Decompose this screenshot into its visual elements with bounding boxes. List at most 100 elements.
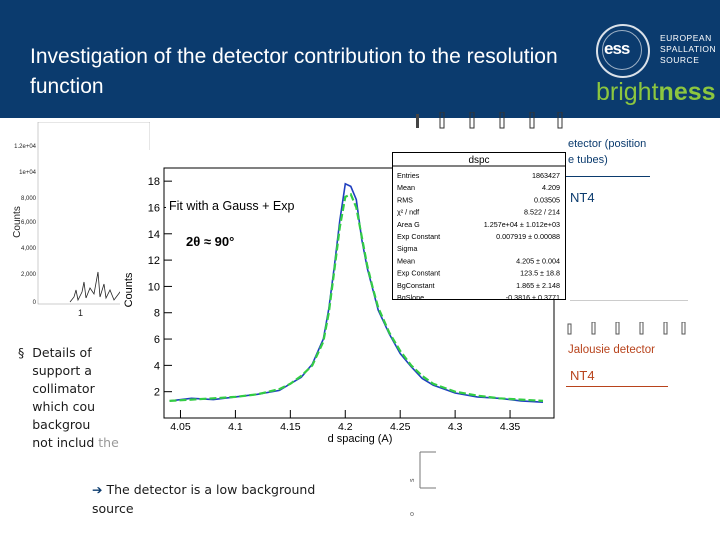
back-plot-trace bbox=[69, 271, 129, 303]
stats-value: 1863427 bbox=[532, 171, 560, 180]
right-label-ant4-mid: NT4 bbox=[570, 368, 595, 383]
stats-key: Exp Constant bbox=[397, 232, 440, 241]
conclusion-line-2: source bbox=[92, 501, 134, 516]
ess-logo-text: ess bbox=[604, 39, 630, 58]
right-caption-top: etector (position e tubes) bbox=[568, 136, 646, 168]
fit-statistics-box: dspc Entries 1863427 Mean 4.209 RMS 0.03505 χ²… bbox=[392, 152, 566, 300]
tube-mark bbox=[529, 112, 535, 129]
x-tick-label: 4.35 bbox=[500, 421, 521, 433]
stats-key: BgSlope bbox=[397, 293, 424, 300]
back-plot-ylabel: Counts bbox=[12, 206, 23, 238]
back-plot-ytick: 6,000 bbox=[21, 220, 37, 226]
fit-annotation-bg bbox=[166, 192, 320, 218]
x-axis-label: d spacing (A) bbox=[328, 433, 393, 445]
back-plot-ytick: 8,000 bbox=[21, 196, 37, 202]
tube-mark bbox=[557, 112, 563, 129]
stats-value: 123.5 ± 18.8 bbox=[520, 269, 560, 278]
tube-mark bbox=[663, 322, 668, 335]
back-plot-ytick: 4,000 bbox=[21, 246, 37, 252]
tube-mark bbox=[469, 112, 475, 129]
stats-key: Entries bbox=[397, 171, 420, 180]
org-name: EUROPEAN SPALLATION SOURCE bbox=[660, 33, 716, 66]
y-tick-label: 18 bbox=[148, 176, 160, 188]
bullet-marker: § bbox=[18, 345, 25, 360]
brightness-logo: brightness bbox=[596, 78, 716, 107]
stats-rows: Entries 1863427 Mean 4.209 RMS 0.03505 χ² / nd… bbox=[397, 171, 560, 300]
x-tick-label: 4.3 bbox=[448, 421, 463, 433]
right-label-ant4-top: NT4 bbox=[570, 190, 595, 205]
x-tick-label: 4.05 bbox=[170, 421, 191, 433]
bullet-line: collimator bbox=[32, 381, 95, 396]
bullet-line: which cou bbox=[32, 399, 96, 414]
scale-glyph: s bbox=[409, 478, 416, 482]
conclusion-line: ➔ The detector is a low background bbox=[92, 480, 362, 499]
x-tick-label: 4.1 bbox=[228, 421, 243, 433]
x-tick-label: 4.25 bbox=[390, 421, 411, 433]
tube-mark bbox=[639, 322, 644, 335]
slide-title: Investigation of the detector contributi… bbox=[30, 45, 558, 98]
conclusion-line-1: The detector is a low background bbox=[106, 482, 316, 497]
org-line: SPALLATION bbox=[660, 44, 717, 54]
series-fit-line bbox=[169, 192, 544, 402]
arrow-icon: ➔ bbox=[92, 482, 103, 497]
bullet-line-head: not includ bbox=[32, 435, 95, 450]
org-line: EUROPEAN bbox=[660, 33, 712, 43]
right-caption-top-line: etector (position bbox=[568, 138, 647, 150]
tube-marks-top bbox=[416, 112, 563, 129]
stats-value: -0.3816 ± 0.3771 bbox=[506, 293, 560, 300]
y-tick-label: 14 bbox=[148, 229, 160, 241]
fit-annotation: Fit with a Gauss + Exp bbox=[169, 199, 294, 213]
ess-logo-inner-ring bbox=[602, 30, 642, 70]
y-tick-label: 10 bbox=[148, 281, 160, 293]
stats-value: 4.209 bbox=[542, 183, 560, 192]
stats-key: RMS bbox=[397, 195, 413, 204]
stats-key: χ² / ndf bbox=[397, 208, 419, 217]
scale-glyph: o bbox=[409, 512, 416, 516]
x-tick-label: 4.2 bbox=[338, 421, 353, 433]
y-tick-label: 6 bbox=[154, 334, 160, 346]
tube-mark bbox=[499, 112, 505, 129]
stats-value: 4.205 ± 0.004 bbox=[516, 256, 560, 265]
y-tick-label: 4 bbox=[154, 360, 160, 372]
right-rule-top bbox=[566, 176, 650, 177]
right-panel-divider bbox=[570, 300, 688, 301]
stats-key: Mean bbox=[397, 256, 415, 265]
stats-value: 0.007919 ± 0.00088 bbox=[496, 232, 560, 241]
y-tick-label: 16 bbox=[148, 202, 160, 214]
stats-key: BgConstant bbox=[397, 281, 435, 290]
back-plot-ytick: 1e+04 bbox=[19, 170, 37, 176]
tube-mark bbox=[416, 114, 419, 128]
back-plot-xtick: 1 bbox=[78, 308, 83, 318]
stats-key: Exp Constant bbox=[397, 269, 440, 278]
right-panel-top bbox=[566, 118, 696, 300]
bottom-scale-marks: s o bbox=[409, 451, 436, 516]
y-tick-label: 8 bbox=[154, 308, 160, 320]
stats-value: 0.03505 bbox=[534, 195, 560, 204]
back-plot-ytick: 0 bbox=[33, 300, 37, 306]
x-tick-label: 4.15 bbox=[280, 421, 301, 433]
stats-frame bbox=[392, 152, 566, 300]
bullet-line: backgrou bbox=[32, 417, 91, 432]
back-plot-ytick: 2,000 bbox=[21, 272, 37, 278]
conclusion-text: ➔ The detector is a low background sourc… bbox=[92, 480, 362, 518]
brand-part-b: ness bbox=[658, 78, 716, 106]
stats-value: 8.522 / 214 bbox=[524, 208, 560, 217]
angle-annotation: 2θ ≈ 90° bbox=[186, 234, 234, 249]
ess-logo-ring bbox=[596, 24, 650, 78]
brand-part-a: bright bbox=[596, 78, 659, 106]
y-axis: 2 4 6 8 10 12 14 16 18 bbox=[148, 176, 172, 399]
stats-title: dspc bbox=[468, 155, 489, 166]
tube-mark bbox=[567, 323, 572, 335]
y-tick-label: 2 bbox=[154, 387, 160, 399]
tube-marks-mid bbox=[567, 322, 686, 335]
right-rule-mid bbox=[566, 386, 668, 387]
stats-value: 1.257e+04 ± 1.012e+03 bbox=[484, 220, 560, 229]
right-caption-mid: Jalousie detector bbox=[568, 344, 655, 356]
stats-key: Mean bbox=[397, 183, 415, 192]
tube-mark bbox=[681, 322, 686, 335]
stats-value: 1.865 ± 2.148 bbox=[516, 281, 560, 290]
bullet-line: Details of bbox=[32, 345, 92, 360]
stats-key: Area G bbox=[397, 220, 420, 229]
tube-mark bbox=[591, 322, 596, 335]
y-axis-label: Counts bbox=[123, 272, 135, 307]
